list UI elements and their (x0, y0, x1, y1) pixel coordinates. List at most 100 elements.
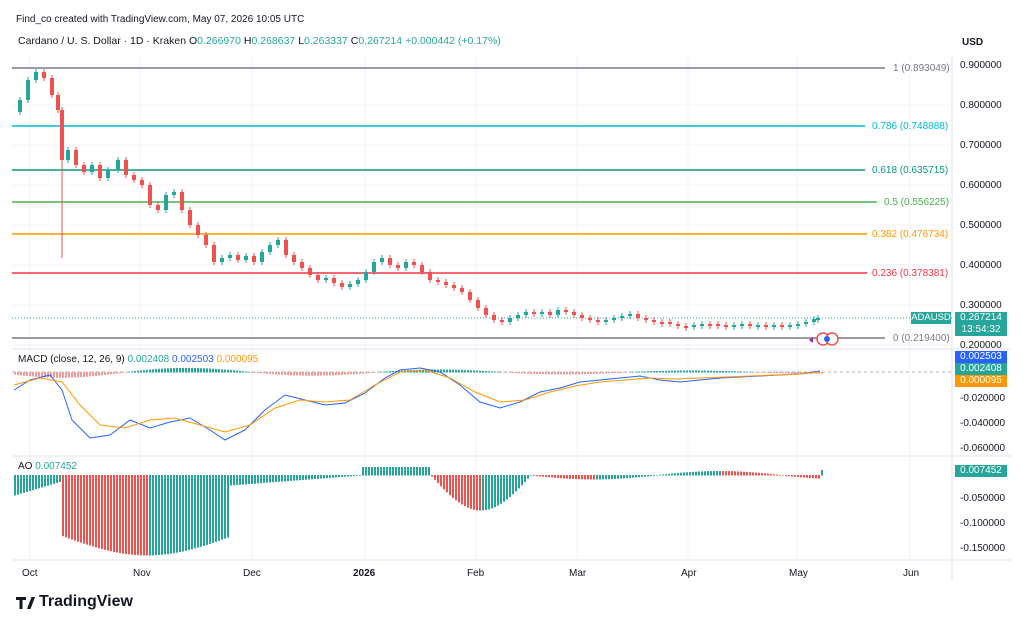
macd-hist-bar (650, 371, 652, 373)
ao-bar (578, 475, 580, 480)
candle-body (652, 320, 656, 322)
ao-bar (530, 475, 532, 476)
candle-body (564, 310, 568, 312)
macd-hist-bar (665, 370, 667, 373)
candle-body (460, 288, 464, 292)
ao-bar (812, 475, 814, 479)
ao-legend[interactable]: AO 0.007452 (18, 461, 77, 472)
ao-bar (182, 475, 184, 552)
macd-hist-bar (185, 367, 187, 373)
ticker-symbol-tag: ADAUSD (911, 312, 951, 324)
candle-body (404, 262, 408, 268)
macd-hist-bar (578, 372, 580, 375)
fib-label-0236: 0.236 (0.378381) (872, 268, 949, 279)
macd-hist-bar (380, 371, 382, 373)
macd-hist-bar (470, 370, 472, 373)
ao-bar (221, 475, 223, 540)
ao-bar (170, 475, 172, 554)
candle-body (732, 325, 736, 327)
symbol-legend[interactable]: Cardano / U. S. Dollar · 1D · Kraken O0.… (18, 35, 501, 47)
macd-hist-bar (566, 372, 568, 375)
candle-body (588, 318, 592, 320)
macd-legend[interactable]: MACD (close, 12, 26, 9) 0.002408 0.00250… (18, 354, 258, 365)
ao-bar (236, 475, 238, 486)
macd-hist-bar (503, 372, 505, 373)
macd-hist-bar (170, 368, 172, 373)
ao-bar (701, 471, 703, 476)
price-tick: 0.500000 (960, 220, 1002, 231)
macd-hist-bar (140, 370, 142, 373)
macd-hist-bar (776, 372, 778, 374)
ao-bar (629, 475, 631, 478)
low-value: 0.263337 (304, 35, 348, 47)
candle-body (236, 255, 240, 260)
macd-hist-bar (143, 370, 145, 373)
macd-hist-bar (590, 372, 592, 375)
candle-body (148, 185, 152, 205)
macd-hist-bar (266, 372, 268, 374)
ao-bar (392, 467, 394, 476)
candle-body (364, 272, 368, 280)
macd-hist-bar (449, 369, 451, 373)
ao-bar (536, 475, 538, 477)
open-value: 0.266970 (197, 35, 241, 47)
ao-bar (65, 475, 67, 538)
macd-hist-bar (152, 369, 154, 373)
brand-name[interactable]: TradingView (39, 593, 133, 610)
macd-hist-bar (368, 372, 370, 374)
ao-bar (503, 475, 505, 502)
ao-bar (371, 467, 373, 476)
ao-bar (806, 475, 808, 478)
ao-bar (269, 475, 271, 483)
macd-hist-bar (320, 372, 322, 376)
x-tick-oct: Oct (22, 568, 38, 579)
candle-body (508, 318, 512, 322)
macd-hist-bar (71, 372, 73, 378)
ao-tick: -0.050000 (960, 493, 1006, 504)
macd-hist-bar (101, 372, 103, 376)
macd-hist-bar (602, 372, 604, 374)
ao-bar (242, 475, 244, 485)
ao-bar (452, 475, 454, 498)
candle-body (372, 262, 376, 272)
candle-body (556, 310, 560, 315)
macd-hist-bar (722, 370, 724, 373)
macd-hist-bar (398, 370, 400, 373)
macd-hist-bar (572, 372, 574, 375)
macd-hist-bar (116, 372, 118, 374)
currency-label[interactable]: USD (962, 37, 984, 48)
ao-bar (122, 475, 124, 554)
ao-bar (632, 475, 634, 478)
macd-hist-bar (113, 372, 115, 374)
ao-bar (416, 467, 418, 476)
macd-hist-bar (56, 372, 58, 378)
macd-hist-bar (704, 370, 706, 373)
macd-hist-bar (647, 371, 649, 373)
candle-body (340, 283, 344, 287)
ao-bar (785, 475, 787, 476)
ao-tick: -0.100000 (960, 518, 1006, 529)
ao-bar (380, 467, 382, 476)
macd-hist-bar (374, 372, 376, 373)
macd-hist-bar (557, 372, 559, 375)
macd-hist-bar (233, 370, 235, 373)
macd-hist-bar (527, 372, 529, 374)
ao-bar (614, 475, 616, 479)
macd-hist-bar (215, 368, 217, 373)
macd-hist-bar (710, 370, 712, 373)
candle-body (500, 320, 504, 322)
macd-hist-bar (392, 370, 394, 373)
macd-hist-bar (416, 369, 418, 373)
ao-bar (305, 475, 307, 480)
macd-hist-bar (419, 369, 421, 373)
macd-hist-bar (164, 368, 166, 373)
ao-bar (350, 475, 352, 477)
ao-bar (290, 475, 292, 481)
ao-bar (263, 475, 265, 483)
macd-hist-bar (713, 370, 715, 373)
macd-line-value: 0.002503 (172, 354, 214, 365)
ao-bar (329, 475, 331, 478)
macd-hist-bar (290, 372, 292, 376)
ao-bar (167, 475, 169, 555)
